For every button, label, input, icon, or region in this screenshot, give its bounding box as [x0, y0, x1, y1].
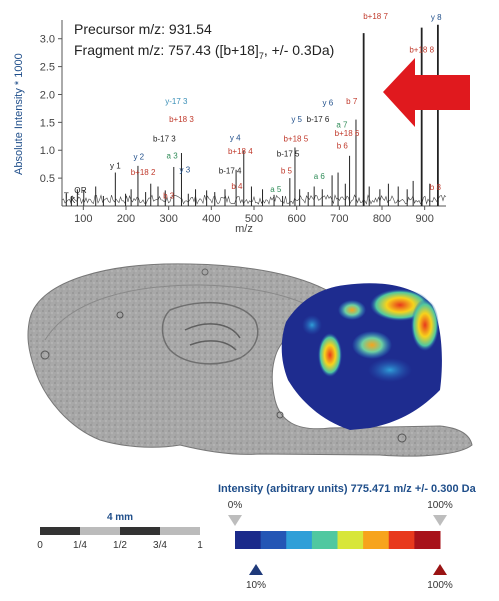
peak-annotation: b+18 7	[363, 12, 388, 21]
y-tick-label: 2.0	[40, 89, 55, 101]
peak-annotation: b+18 5	[283, 135, 308, 144]
colorbar-bottom-right-label: 100%	[427, 580, 453, 591]
x-tick-label: 600	[287, 213, 305, 225]
peak-annotation: b 8	[430, 183, 442, 192]
tissue-vessel	[276, 411, 284, 419]
colorbar-title: Intensity (arbitrary units) 775.471 m/z …	[218, 483, 477, 495]
peak-annotation: b 6	[337, 141, 349, 150]
scale-tick: 1/4	[73, 540, 87, 551]
bottom-right-marker-icon	[433, 564, 447, 575]
msi-heatmap-overlay	[281, 283, 442, 430]
peak-annotation: b-17 6	[307, 115, 330, 124]
scale-bar-length: 4 mm	[107, 512, 133, 523]
x-tick-label: 300	[159, 213, 177, 225]
x-tick-label: 500	[245, 213, 263, 225]
colorbar-top-left-label: 0%	[228, 500, 243, 511]
colorbar-bottom-left-label: 10%	[246, 580, 266, 591]
x-tick-label: 800	[373, 213, 391, 225]
peak-annotations: T KQ Ry 1 y 2 b+18 2 b 3 a 3y 3 b-17 3 b+18 3 y-1…	[64, 12, 442, 205]
colorbar-segment	[311, 531, 339, 549]
tissue-vessel	[201, 268, 209, 276]
brain-section-grey	[27, 263, 473, 457]
mass-spectrum-chart: 0.5 1.0 1.5 2.0 2.5 3.0 100 200 300 400 500 600 700…	[13, 12, 470, 235]
highlight-arrow-icon	[383, 58, 470, 127]
y-tick-label: 3.0	[40, 34, 55, 46]
x-tick-label: 200	[117, 213, 135, 225]
peak-annotation: b+18 8	[409, 45, 434, 54]
spectrum-baseline	[61, 194, 447, 206]
intensity-colorbar: Intensity (arbitrary units) 775.471 m/z …	[218, 483, 477, 591]
spectrum-peaks	[61, 24, 447, 206]
colorbar-segment	[286, 531, 313, 549]
peak-annotation: b 4	[231, 182, 243, 191]
colorbar-segment	[414, 531, 441, 549]
y-tick-label: 1.0	[40, 145, 55, 157]
scale-tick: 1	[197, 540, 203, 551]
x-tick-labels: 100 200 300 400 500 600 700 800 900	[74, 206, 434, 225]
peak-annotation: T	[64, 192, 69, 201]
x-axis-label: m/z	[235, 223, 253, 235]
fragment-label: Fragment m/z: 757.43 ([b+18]7, +/- 0.3Da…	[74, 42, 334, 61]
colorbar-segment	[388, 531, 415, 549]
peak-annotation: Q	[74, 186, 80, 195]
peak-annotation: a 6	[314, 172, 326, 181]
tissue-vessel	[116, 311, 124, 319]
scale-tick: 0	[37, 540, 43, 551]
legend-area: 4 mm 0 1/4 1/2 3/4 1 Intensity (arbitrar…	[37, 483, 477, 591]
tissue-section-image	[27, 263, 473, 457]
peak-annotation: b+18 2	[131, 168, 156, 177]
colorbar-gradient	[235, 531, 441, 549]
peak-annotation: y 4	[230, 134, 241, 143]
peak-annotation: a 3	[167, 151, 179, 160]
peak-annotation: y 2	[133, 153, 144, 162]
y-tick-label: 1.5	[40, 117, 55, 129]
peak-annotation: K	[70, 196, 76, 205]
x-tick-label: 900	[415, 213, 433, 225]
peak-annotation: a 5	[270, 185, 282, 194]
x-tick-label: 700	[330, 213, 348, 225]
peak-annotation: y-17 3	[165, 97, 188, 106]
peak-annotation: b-17 3	[153, 135, 176, 144]
peak-annotation: b 5	[281, 166, 293, 175]
peak-annotation: R	[81, 186, 87, 195]
brain-inner-structure	[161, 301, 259, 365]
scale-bar: 4 mm 0 1/4 1/2 3/4 1	[37, 512, 203, 551]
colorbar-segment	[363, 531, 390, 549]
top-right-marker-icon	[433, 515, 447, 526]
peak-annotation: y 5	[291, 115, 302, 124]
x-tick-label: 400	[202, 213, 220, 225]
peak-annotation: b+18 4	[228, 147, 253, 156]
colorbar-top-right-label: 100%	[427, 500, 453, 511]
peak-annotation: b+18 3	[169, 115, 194, 124]
peak-annotation: b+18 6	[335, 129, 360, 138]
colorbar-segment	[260, 531, 287, 549]
peak-annotation: b-17 4	[219, 166, 242, 175]
hippocampus-outline	[184, 323, 241, 351]
peak-annotation: y 8	[431, 13, 442, 22]
colorbar-segment	[235, 531, 262, 549]
peak-annotation: y 6	[322, 98, 333, 107]
y-tick-labels: 0.5 1.0 1.5 2.0 2.5 3.0	[40, 34, 62, 185]
cortex-boundary	[44, 284, 319, 341]
peak-annotation: b 3	[163, 192, 175, 201]
top-left-marker-icon	[228, 515, 242, 526]
x-tick-label: 100	[74, 213, 92, 225]
peak-annotation: y 1	[110, 161, 121, 170]
tissue-vessel	[40, 350, 50, 360]
y-axis-label: Absolute Intensity * 1000	[13, 53, 25, 175]
bottom-left-marker-icon	[249, 564, 263, 575]
tissue-vessel	[397, 433, 407, 443]
peak-annotation: b-17 5	[277, 150, 300, 159]
scale-tick: 3/4	[153, 540, 167, 551]
y-tick-label: 2.5	[40, 62, 55, 74]
peak-annotation: a 7	[336, 121, 348, 130]
scale-tick: 1/2	[113, 540, 127, 551]
peak-annotation: y 3	[180, 165, 191, 174]
precursor-label: Precursor m/z: 931.54	[74, 21, 212, 37]
y-tick-label: 0.5	[40, 173, 55, 185]
colorbar-segment	[337, 531, 364, 549]
peak-annotation: b 7	[346, 97, 358, 106]
